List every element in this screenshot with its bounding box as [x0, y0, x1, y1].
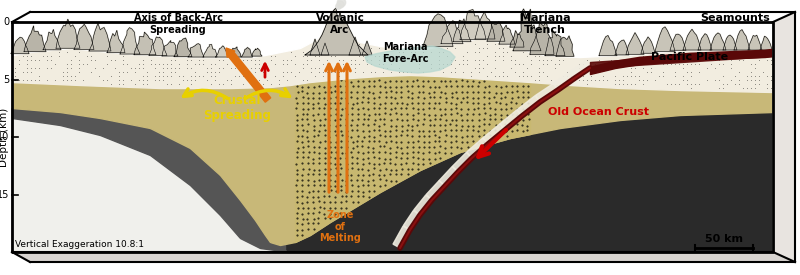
Polygon shape: [134, 32, 156, 55]
Polygon shape: [215, 46, 229, 57]
Text: 0: 0: [3, 17, 9, 27]
Polygon shape: [162, 41, 178, 56]
Text: Old Ocean Crust: Old Ocean Crust: [547, 107, 649, 117]
Polygon shape: [426, 181, 445, 200]
Text: Crustal
Spreading: Crustal Spreading: [203, 95, 271, 122]
Polygon shape: [513, 9, 541, 51]
Polygon shape: [74, 24, 94, 50]
Polygon shape: [545, 29, 565, 56]
Polygon shape: [723, 35, 737, 50]
Polygon shape: [252, 48, 262, 56]
Polygon shape: [174, 38, 192, 57]
Polygon shape: [710, 33, 726, 50]
Polygon shape: [641, 37, 655, 53]
Polygon shape: [305, 8, 368, 55]
Polygon shape: [188, 44, 204, 57]
Polygon shape: [734, 30, 750, 50]
Polygon shape: [321, 43, 329, 55]
Polygon shape: [12, 252, 795, 262]
Polygon shape: [487, 22, 505, 41]
Polygon shape: [499, 25, 515, 44]
Polygon shape: [149, 37, 167, 55]
Polygon shape: [683, 29, 701, 50]
FancyArrow shape: [226, 48, 270, 102]
Text: 5: 5: [2, 75, 9, 85]
Text: Mariana
Trench: Mariana Trench: [520, 13, 570, 35]
Polygon shape: [655, 27, 675, 51]
Polygon shape: [773, 12, 795, 262]
Text: Mariana
Fore-Arc: Mariana Fore-Arc: [382, 42, 428, 64]
Text: Seamounts: Seamounts: [700, 13, 770, 23]
Text: 10: 10: [0, 132, 9, 142]
Polygon shape: [107, 30, 125, 53]
Polygon shape: [423, 14, 453, 46]
Polygon shape: [510, 31, 524, 47]
Polygon shape: [441, 21, 463, 44]
Text: Depth (km): Depth (km): [0, 107, 9, 167]
Polygon shape: [535, 83, 558, 102]
Polygon shape: [365, 46, 455, 73]
Polygon shape: [530, 22, 554, 54]
Polygon shape: [11, 37, 29, 54]
Polygon shape: [475, 12, 495, 39]
Polygon shape: [483, 124, 505, 144]
Polygon shape: [120, 28, 140, 54]
Polygon shape: [43, 29, 61, 50]
Polygon shape: [349, 37, 361, 55]
Polygon shape: [517, 96, 540, 116]
Polygon shape: [89, 23, 111, 51]
Text: Pacific Plate: Pacific Plate: [651, 52, 729, 62]
Polygon shape: [242, 48, 253, 57]
Polygon shape: [698, 34, 712, 50]
Polygon shape: [414, 195, 432, 215]
Polygon shape: [24, 26, 46, 51]
Polygon shape: [500, 110, 522, 130]
Polygon shape: [56, 19, 80, 48]
Polygon shape: [453, 19, 471, 42]
Polygon shape: [403, 211, 420, 230]
Polygon shape: [362, 41, 372, 55]
Polygon shape: [570, 61, 590, 78]
Polygon shape: [466, 138, 488, 158]
Polygon shape: [599, 35, 617, 56]
Polygon shape: [439, 167, 458, 186]
Text: Axis of Back-Arc
Spreading: Axis of Back-Arc Spreading: [134, 13, 222, 35]
Text: Vertical Exaggeration 10.8:1: Vertical Exaggeration 10.8:1: [15, 240, 144, 249]
Polygon shape: [452, 152, 472, 172]
Polygon shape: [556, 36, 574, 56]
Polygon shape: [393, 226, 410, 248]
Polygon shape: [203, 45, 217, 57]
Polygon shape: [615, 40, 629, 55]
Text: Volcanic
Arc: Volcanic Arc: [315, 13, 365, 35]
Polygon shape: [748, 35, 762, 50]
Polygon shape: [670, 34, 686, 50]
Text: 50 km: 50 km: [705, 234, 743, 244]
Polygon shape: [310, 39, 320, 55]
Polygon shape: [626, 33, 644, 54]
Polygon shape: [229, 47, 241, 57]
Polygon shape: [460, 10, 486, 39]
Polygon shape: [760, 36, 772, 50]
Text: 15: 15: [0, 190, 9, 200]
Polygon shape: [554, 72, 575, 90]
Text: Zone
of
Melting: Zone of Melting: [319, 210, 361, 243]
